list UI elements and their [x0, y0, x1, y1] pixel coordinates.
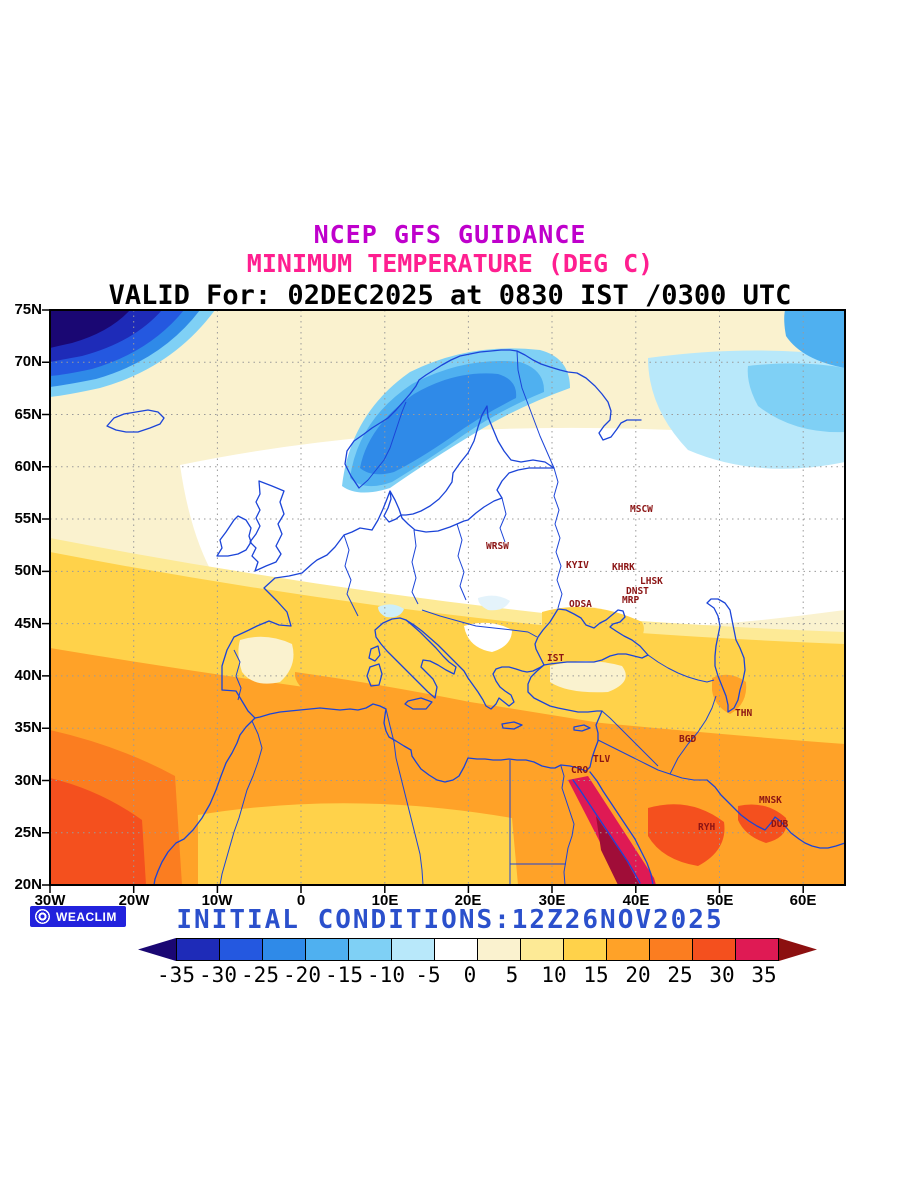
weaclim-logo-text: WEACLIM: [56, 909, 117, 924]
colorbar-tick--20: -20: [283, 963, 321, 987]
axis-ticks-layer: [42, 309, 804, 893]
colorbar-tick--30: -30: [199, 963, 237, 987]
colorbar-tick--15: -15: [325, 963, 363, 987]
lat-label-40N: 40N: [14, 667, 42, 684]
city-label-DUB: DUB: [771, 819, 788, 830]
title-field-line: MINIMUM TEMPERATURE (DEG C): [246, 249, 654, 279]
lon-label-40E: 40E: [622, 892, 650, 909]
colorbar-cell-20-to-25: [650, 939, 693, 960]
city-label-WRSW: WRSW: [486, 541, 509, 552]
city-label-TLV: TLV: [593, 754, 610, 765]
lon-label-30E: 30E: [538, 892, 566, 909]
colorbar-tick-labels: -35 -30 -25 -20 -15 -10 -5 0 5 10 15 20 25 30 35: [138, 963, 808, 991]
city-label-IST: IST: [547, 653, 564, 664]
colorbar-cell--10-to--5: [392, 939, 435, 960]
lon-label-20E: 20E: [454, 892, 482, 909]
lon-label-10E: 10E: [371, 892, 399, 909]
colorbar-left-arrow: [138, 938, 176, 961]
colorbar-tick-0: 0: [463, 963, 477, 987]
city-label-MNSK: MNSK: [759, 795, 782, 806]
colorbar-cell-25-to-30: [693, 939, 736, 960]
colorbar-cell--25-to--20: [263, 939, 306, 960]
map-frame: [49, 309, 846, 886]
colorbar-tick--5: -5: [415, 963, 441, 987]
colorbar-cell--30-to--25: [220, 939, 263, 960]
colorbar-tick-10: 10: [541, 963, 567, 987]
city-label-KHRK: KHRK: [612, 562, 635, 573]
colorbar-tick--25: -25: [241, 963, 279, 987]
lat-label-70N: 70N: [14, 353, 42, 370]
colorbar-tick-35: 35: [751, 963, 777, 987]
city-label-DNST: DNST: [626, 586, 649, 597]
colorbar-cell--5-to-0: [435, 939, 478, 960]
weaclim-logo: WEACLIM: [30, 906, 126, 927]
colorbar-cell-5-to-10: [521, 939, 564, 960]
lat-label-55N: 55N: [14, 510, 42, 527]
lon-label-50E: 50E: [706, 892, 734, 909]
city-label-THN: THN: [735, 708, 752, 719]
lat-label-75N: 75N: [14, 301, 42, 318]
lat-label-25N: 25N: [14, 824, 42, 841]
map-area: MSCW WRSW KYIV KHRK LHSK DNST MRP ODSA IST THN BGD…: [14, 301, 846, 909]
colorbar-tick-20: 20: [625, 963, 651, 987]
colorbar-right-arrow: [779, 938, 817, 961]
city-label-CRO: CRO: [571, 765, 588, 776]
colorbar-cell--15-to--10: [349, 939, 392, 960]
lon-label-10W: 10W: [201, 892, 233, 909]
colorbar-cell-15-to-20: [607, 939, 650, 960]
colorbar-tick--10: -10: [367, 963, 405, 987]
city-label-ODSA: ODSA: [569, 599, 592, 610]
colorbar-tick--35: -35: [157, 963, 195, 987]
initial-conditions-text: INITIAL CONDITIONS:12Z26NOV2025: [176, 905, 724, 935]
colorbar-tick-25: 25: [667, 963, 693, 987]
city-label-LHSK: LHSK: [640, 576, 663, 587]
lat-label-20N: 20N: [14, 876, 42, 893]
lat-label-60N: 60N: [14, 458, 42, 475]
weaclim-logo-icon: [35, 909, 50, 924]
colorbar-cell-30-to-35: [736, 939, 778, 960]
lon-label-20W: 20W: [118, 892, 150, 909]
title-block: NCEP GFS GUIDANCE MINIMUM TEMPERATURE (D…: [0, 220, 900, 311]
lon-label-60E: 60E: [789, 892, 817, 909]
colorbar: [138, 938, 817, 961]
city-label-MSCW: MSCW: [630, 504, 653, 515]
colorbar-tick-30: 30: [709, 963, 735, 987]
lon-label-30W: 30W: [34, 892, 66, 909]
city-label-BGD: BGD: [679, 734, 696, 745]
colorbar-cell-10-to-15: [564, 939, 607, 960]
city-label-MRP: MRP: [622, 595, 639, 606]
lat-label-50N: 50N: [14, 562, 42, 579]
lat-label-45N: 45N: [14, 615, 42, 632]
lat-label-35N: 35N: [14, 719, 42, 736]
colorbar-cell-0-to-5: [478, 939, 521, 960]
lon-label-0: 0: [296, 892, 306, 909]
borders-layer: [219, 350, 717, 886]
city-label-KYIV: KYIV: [566, 560, 589, 571]
temperature-fill-layer: [50, 310, 845, 885]
lat-label-30N: 30N: [14, 772, 42, 789]
colorbar-cell--35-to--30: [177, 939, 220, 960]
city-label-RYH: RYH: [698, 822, 715, 833]
colorbar-cell--20-to--15: [306, 939, 349, 960]
lat-label-65N: 65N: [14, 406, 42, 423]
colorbar-cells: [176, 938, 779, 961]
colorbar-tick-15: 15: [583, 963, 609, 987]
title-model-line: NCEP GFS GUIDANCE: [313, 220, 587, 249]
colorbar-tick-5: 5: [505, 963, 519, 987]
title-valid-line: VALID For: 02DEC2025 at 0830 IST /0300 U…: [108, 279, 792, 311]
